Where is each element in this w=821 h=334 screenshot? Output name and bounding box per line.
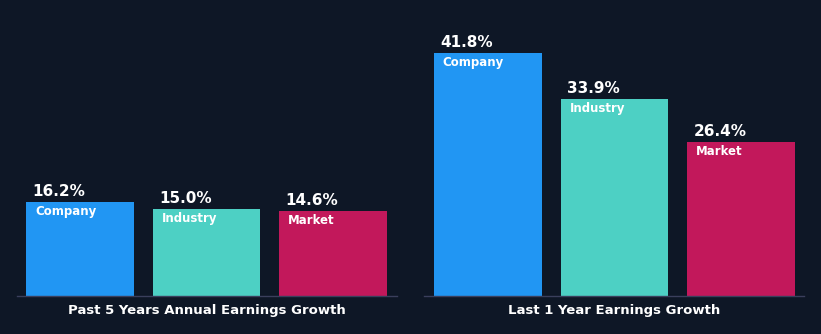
Text: Company: Company: [35, 205, 96, 218]
Bar: [279, 211, 388, 296]
Text: 16.2%: 16.2%: [33, 184, 85, 199]
X-axis label: Last 1 Year Earnings Growth: Last 1 Year Earnings Growth: [508, 304, 721, 317]
Text: Market: Market: [288, 214, 335, 227]
Text: Market: Market: [696, 145, 743, 158]
Text: Company: Company: [443, 56, 504, 69]
Text: 33.9%: 33.9%: [566, 81, 620, 96]
Text: 41.8%: 41.8%: [440, 35, 493, 50]
Text: Industry: Industry: [162, 212, 218, 225]
Bar: [433, 53, 542, 296]
Text: Industry: Industry: [570, 102, 625, 115]
Bar: [561, 99, 668, 296]
Bar: [687, 142, 795, 296]
Bar: [153, 209, 260, 296]
Text: 26.4%: 26.4%: [694, 125, 746, 140]
Text: 14.6%: 14.6%: [286, 193, 338, 208]
Text: 15.0%: 15.0%: [159, 191, 212, 206]
X-axis label: Past 5 Years Annual Earnings Growth: Past 5 Years Annual Earnings Growth: [68, 304, 346, 317]
Bar: [26, 202, 134, 296]
